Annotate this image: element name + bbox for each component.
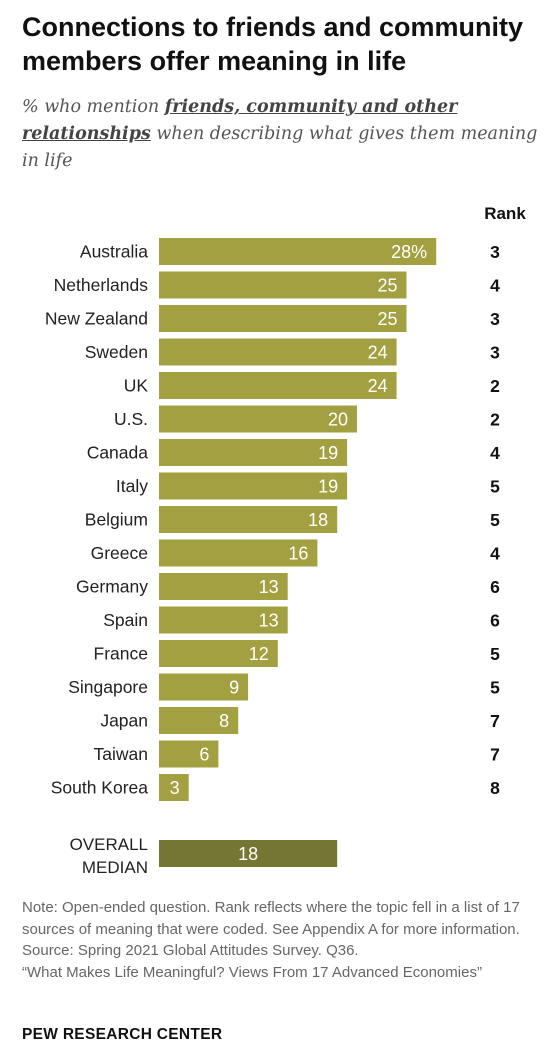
median-label-line2: MEDIAN (82, 858, 148, 877)
value-label: 3 (170, 778, 180, 798)
rank-value: 3 (490, 309, 500, 329)
category-label: South Korea (51, 778, 149, 798)
category-label: Singapore (68, 677, 148, 697)
rank-value: 6 (490, 577, 500, 597)
rank-header: Rank (484, 204, 526, 223)
category-label: Belgium (85, 510, 148, 530)
rank-value: 4 (490, 443, 500, 463)
value-label: 19 (318, 443, 338, 463)
category-label: Netherlands (54, 275, 149, 295)
category-label: Italy (116, 476, 148, 496)
bar (159, 640, 278, 667)
bar (159, 305, 407, 332)
bar (159, 238, 437, 265)
rank-value: 2 (490, 410, 500, 430)
value-label: 6 (199, 745, 209, 765)
category-label: New Zealand (45, 309, 148, 329)
value-label: 18 (308, 510, 328, 530)
bar (159, 372, 397, 399)
rank-value: 5 (490, 477, 500, 497)
bar (159, 439, 348, 466)
value-label: 12 (249, 644, 269, 664)
subtitle-suffix: when describing what gives them meaning … (22, 124, 538, 171)
value-label: 16 (288, 544, 308, 564)
rank-value: 5 (490, 678, 500, 698)
value-label: 25 (377, 276, 397, 296)
chart-title: Connections to friends and community mem… (22, 12, 524, 76)
category-label: Germany (76, 577, 148, 597)
source-text: Source: Spring 2021 Global Attitudes Sur… (22, 942, 359, 959)
value-label: 20 (328, 410, 348, 430)
category-label: Sweden (85, 342, 148, 362)
bar (159, 271, 407, 299)
rank-value: 7 (490, 711, 500, 731)
rank-value: 5 (490, 644, 500, 664)
chart-notes: Note: Open-ended question. Rank reflects… (22, 897, 552, 983)
rank-value: 3 (490, 343, 500, 363)
median-bar (159, 840, 338, 867)
note-text: Note: Open-ended question. Rank reflects… (22, 899, 520, 938)
median-label-line1: OVERALL (70, 835, 148, 854)
category-label: Greece (91, 543, 148, 563)
value-label: 19 (318, 477, 338, 497)
rank-value: 3 (490, 242, 500, 262)
category-label: Taiwan (94, 744, 148, 764)
category-label: Australia (80, 242, 148, 262)
rank-value: 6 (490, 611, 500, 631)
value-label: 24 (368, 343, 388, 363)
category-label: Japan (100, 711, 148, 731)
rank-value: 4 (490, 544, 500, 564)
category-label: France (94, 644, 148, 664)
category-label: UK (124, 376, 149, 396)
bar (159, 707, 239, 734)
bar (159, 506, 338, 533)
bar (159, 338, 397, 366)
rank-value: 7 (490, 745, 500, 765)
value-label: 13 (259, 611, 279, 631)
report-title: “What Makes Life Meaningful? Views From … (22, 963, 482, 981)
rank-value: 5 (490, 510, 500, 530)
bar (159, 539, 318, 567)
bar (159, 774, 189, 801)
bar (159, 673, 249, 701)
value-label: 13 (259, 577, 279, 597)
bar (159, 573, 288, 600)
bar (159, 472, 348, 500)
subtitle-emphasis: friends, community and other relationshi… (22, 97, 458, 144)
category-label: Canada (87, 443, 149, 463)
bar (159, 405, 357, 433)
median-value-label: 18 (238, 844, 258, 864)
rank-value: 8 (490, 778, 500, 798)
value-label: 9 (229, 678, 239, 698)
subtitle-prefix: % who mention (22, 97, 165, 117)
value-label: 8 (219, 711, 229, 731)
value-label: 25 (377, 309, 397, 329)
chart-subtitle: % who mention friends, community and oth… (22, 94, 542, 175)
rank-value: 4 (490, 276, 500, 296)
category-label: U.S. (114, 409, 148, 429)
value-label: 24 (368, 376, 388, 396)
pew-logo-text: PEW RESEARCH CENTER (22, 1026, 223, 1043)
rank-value: 2 (490, 376, 500, 396)
bar (159, 740, 219, 768)
bar (159, 606, 288, 634)
category-label: Spain (103, 610, 148, 630)
value-label: 28% (391, 242, 427, 262)
